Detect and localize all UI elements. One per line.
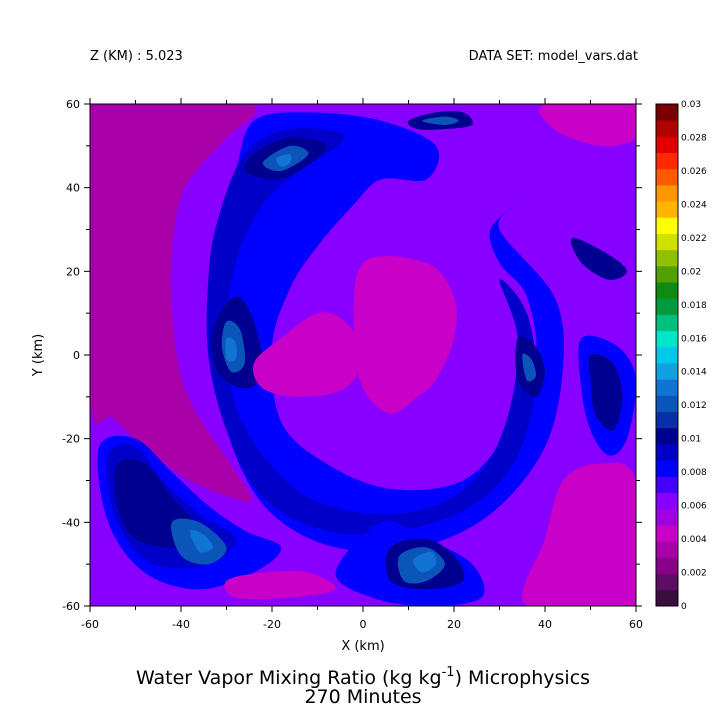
- colorbar-label: 0.026: [681, 167, 707, 177]
- colorbar-label: 0.012: [681, 401, 707, 411]
- contour-region-15: [225, 337, 237, 362]
- colorbar-swatch: [656, 444, 678, 461]
- colorbar-swatch: [656, 508, 678, 526]
- y-axis: -60 -40 -20 0 20 40 60: [62, 98, 642, 613]
- colorbar-swatch: [656, 492, 678, 510]
- z-level-label: Z (KM) : 5.023: [90, 49, 183, 64]
- contour-region-8: [190, 529, 213, 553]
- y-axis-label: Y (km): [31, 334, 46, 377]
- chart-title-exponent: -1: [442, 665, 455, 680]
- x-axis-label: X (km): [341, 639, 384, 654]
- colorbar-swatch: [656, 427, 678, 445]
- contour-region-27: [353, 255, 457, 414]
- colorbar-label: 0.018: [681, 301, 707, 311]
- colorbar-swatch: [656, 120, 678, 137]
- contour-region-0: [90, 104, 257, 502]
- chart-subtitle: 270 Minutes: [304, 686, 421, 708]
- colorbar-swatch: [656, 573, 678, 591]
- y-tick-label: -20: [62, 433, 80, 446]
- y-tick-label: 0: [73, 349, 80, 362]
- colorbar-swatch: [656, 136, 678, 153]
- x-tick-label: 0: [360, 618, 367, 631]
- colorbar-label: 0.022: [681, 234, 707, 244]
- colorbar-label: 0.03: [681, 100, 701, 110]
- contour-region-18: [276, 154, 292, 167]
- chart-title: Water Vapor Mixing Ratio (kg kg-1) Micro…: [136, 665, 590, 689]
- colorbar-swatch: [656, 184, 678, 202]
- colorbar-swatch: [656, 104, 678, 121]
- contour-region-3: [206, 128, 537, 535]
- colorbar-swatch: [656, 379, 678, 396]
- contour-region-22: [522, 353, 537, 382]
- colorbar-label: 0.002: [681, 569, 707, 579]
- x-tick-label: 60: [629, 618, 643, 631]
- colorbar-label: 0: [681, 602, 687, 612]
- plot-area: -60 -40 -20 0 20 40 60 -60 -40 -20 0 20 40 60: [62, 98, 643, 631]
- x-axis: -60 -40 -20 0 20 40 60: [81, 98, 643, 631]
- colorbar-swatch: [656, 217, 678, 234]
- colorbar-swatch: [656, 201, 678, 218]
- colorbar-swatch: [656, 152, 678, 170]
- dataset-label: DATA SET: model_vars.dat: [469, 49, 638, 64]
- colorbar-label: 0.014: [681, 368, 707, 378]
- colorbar-swatch: [656, 395, 678, 413]
- colorbar-swatch: [656, 314, 678, 332]
- contour-region-25: [570, 237, 627, 280]
- y-tick-label: 40: [66, 182, 80, 195]
- colorbar-swatch: [656, 298, 678, 315]
- contour-region-29: [522, 462, 636, 606]
- colorbar-label: 0.004: [681, 535, 707, 545]
- colorbar-frame: [655, 103, 679, 607]
- colorbar-label: 0.016: [681, 334, 707, 344]
- colorbar-swatch: [656, 265, 678, 283]
- contour-region-2: [208, 112, 564, 552]
- y-tick-label: 20: [66, 265, 80, 278]
- x-tick-label: 20: [447, 618, 461, 631]
- colorbar-label: 0.024: [681, 200, 707, 210]
- colorbar-swatch: [656, 233, 678, 251]
- colorbar-label: 0.01: [681, 435, 701, 445]
- contour-region-26: [252, 312, 363, 397]
- colorbar-swatch: [656, 476, 678, 494]
- x-tick-label: -20: [263, 618, 281, 631]
- y-tick-label: -40: [62, 516, 80, 529]
- colorbar-swatch: [656, 249, 678, 267]
- contour-fills: [90, 104, 636, 606]
- colorbar-swatch: [656, 330, 678, 348]
- colorbar-label: 0.008: [681, 468, 707, 478]
- colorbar-swatch: [656, 460, 678, 477]
- y-tick-label: -60: [62, 600, 80, 613]
- chart-title-tail: ) Microphysics: [455, 667, 590, 689]
- colorbar-swatch: [656, 363, 678, 380]
- colorbar-swatch: [656, 525, 678, 542]
- colorbar-swatch: [656, 541, 678, 558]
- chart-title-main: Water Vapor Mixing Ratio (kg kg: [136, 667, 442, 689]
- x-tick-label: -60: [81, 618, 99, 631]
- contour-region-30: [224, 570, 337, 600]
- colorbar-swatch: [656, 282, 678, 299]
- y-tick-label: 60: [66, 98, 80, 111]
- contour-region-28: [539, 104, 636, 147]
- colorbar-label: 0.006: [681, 502, 707, 512]
- x-tick-label: 40: [538, 618, 552, 631]
- colorbar-swatch: [656, 168, 678, 186]
- colorbar-swatch: [656, 411, 678, 429]
- x-tick-label: -40: [172, 618, 190, 631]
- colorbar: 0 0.002 0.004 0.006 0.008 0.01 0.012 0.014 0.016…: [655, 100, 707, 612]
- colorbar-label: 0.028: [681, 133, 707, 143]
- contour-region-20: [422, 116, 459, 125]
- colorbar-swatch: [656, 589, 678, 607]
- colorbar-label: 0.02: [681, 267, 701, 277]
- colorbar-swatch: [656, 557, 678, 575]
- contour-region-24: [588, 354, 623, 431]
- contour-region-12: [412, 551, 437, 573]
- colorbar-swatch: [656, 346, 678, 364]
